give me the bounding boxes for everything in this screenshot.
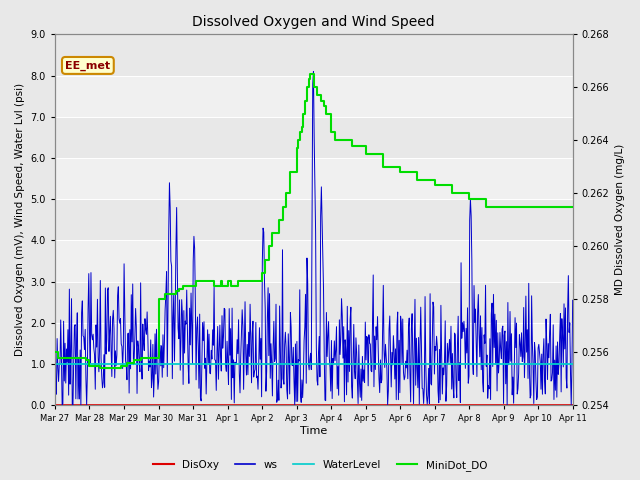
Bar xyxy=(55,158,573,199)
Bar xyxy=(55,364,573,406)
X-axis label: Time: Time xyxy=(300,426,328,436)
Bar xyxy=(55,240,573,282)
Bar xyxy=(55,117,573,158)
Bar xyxy=(55,323,573,364)
Y-axis label: MD Dissolved Oxygen (mg/L): MD Dissolved Oxygen (mg/L) xyxy=(615,144,625,296)
Bar xyxy=(55,199,573,240)
Bar xyxy=(55,282,573,323)
Bar xyxy=(55,75,573,117)
Y-axis label: Dissolved Oxygen (mV), Wind Speed, Water Lvl (psi): Dissolved Oxygen (mV), Wind Speed, Water… xyxy=(15,84,25,357)
Text: EE_met: EE_met xyxy=(65,60,111,71)
Legend: DisOxy, ws, WaterLevel, MiniDot_DO: DisOxy, ws, WaterLevel, MiniDot_DO xyxy=(148,456,492,475)
Bar xyxy=(55,35,573,75)
Title: Dissolved Oxygen and Wind Speed: Dissolved Oxygen and Wind Speed xyxy=(193,15,435,29)
